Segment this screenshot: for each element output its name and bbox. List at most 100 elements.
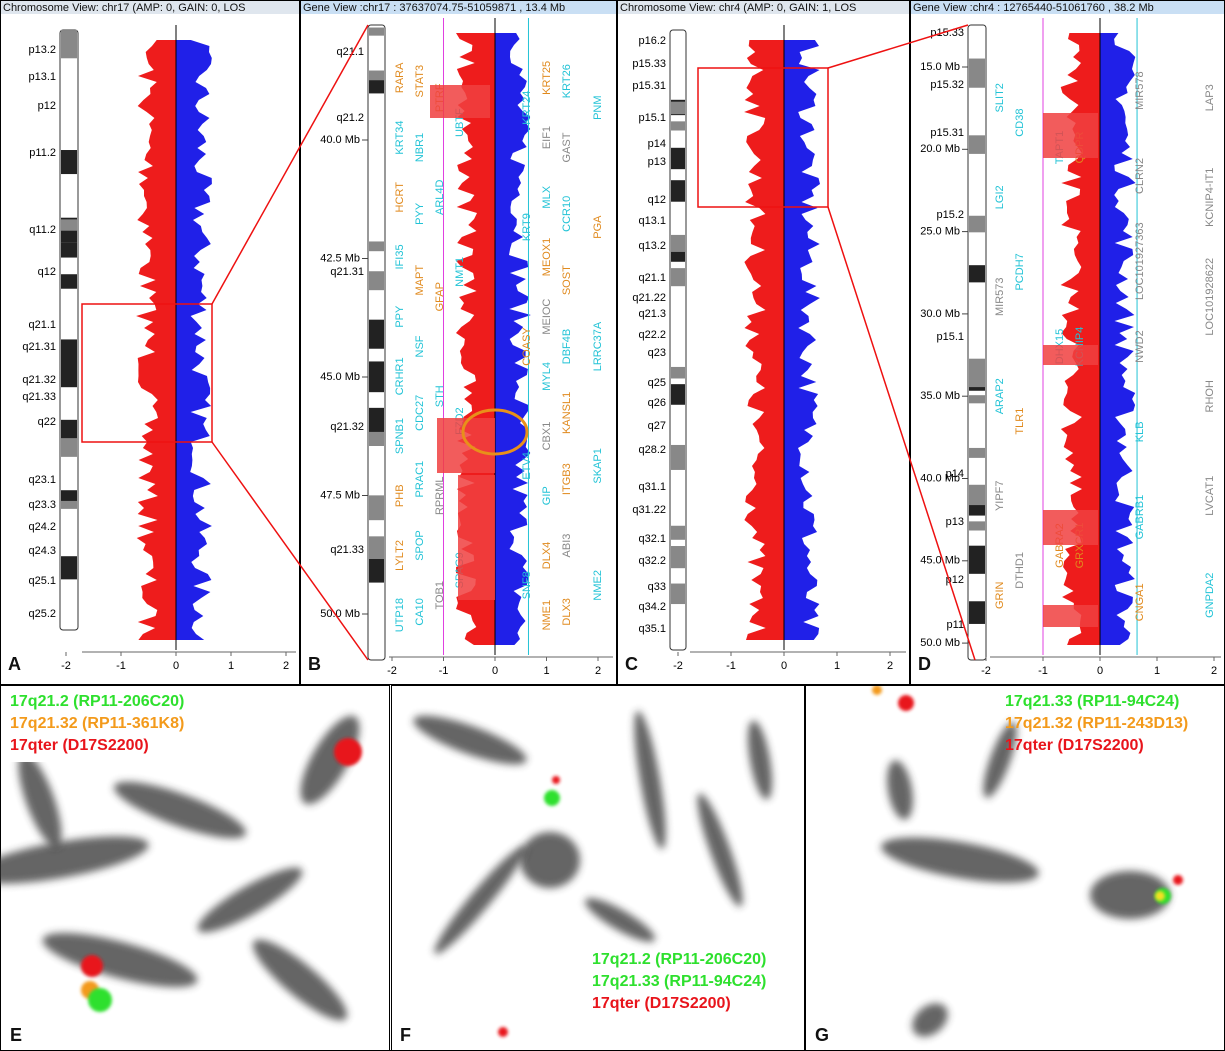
ideogram-band — [61, 274, 77, 289]
ideogram-band — [671, 234, 685, 252]
ideogram-band — [61, 150, 77, 175]
gene-label: LGI2 — [994, 185, 1006, 209]
band-label: q21.31 — [22, 341, 56, 353]
loss-segment — [458, 475, 495, 600]
x-tick-label: 1 — [543, 665, 549, 677]
gene-label: IFI35 — [394, 244, 406, 269]
x-tick-label: -2 — [387, 665, 397, 677]
panel-header — [618, 1, 909, 14]
band-label: q24.3 — [28, 545, 56, 557]
gene-label: EIF1 — [541, 126, 553, 149]
band-label: q13.1 — [638, 215, 666, 227]
gene-label: PHB — [394, 484, 406, 507]
gene-label: SLIT2 — [994, 83, 1006, 112]
ideogram-band — [369, 27, 384, 36]
loss-segment — [1043, 605, 1098, 627]
zoom-box — [697, 67, 829, 208]
gene-label: SOST — [561, 265, 573, 295]
band-label: q21.3 — [638, 308, 666, 320]
gene-label: DBF4B — [561, 329, 573, 364]
ideogram-band — [969, 447, 985, 458]
fish-signal — [334, 738, 362, 766]
panel-header — [911, 1, 1224, 14]
gene-label: LVCAT1 — [1204, 476, 1216, 516]
panel-header-text: Chromosome View: chr4 (AMP: 0, GAIN: 1, … — [620, 2, 856, 14]
x-tick-label: -2 — [981, 665, 991, 677]
fish-image — [872, 686, 1183, 1037]
fish-signal — [544, 790, 560, 806]
ideogram-band — [969, 215, 985, 233]
ideogram-band — [671, 546, 685, 569]
band-label: q12 — [38, 266, 56, 278]
probe-label: 17q21.2 (RP11-206C20) — [592, 951, 766, 968]
fish-signal — [498, 1027, 508, 1037]
ideogram-band — [369, 319, 384, 349]
x-tick-label: 1 — [834, 660, 840, 672]
ideogram-band — [969, 265, 985, 283]
band-label: p15.31 — [632, 80, 666, 92]
gene-label: DLX3 — [561, 598, 573, 626]
x-tick-label: -2 — [673, 660, 683, 672]
gene-label: KRT9 — [521, 213, 533, 241]
x-tick-label: 0 — [492, 665, 498, 677]
x-tick-label: -1 — [726, 660, 736, 672]
band-label: q32.2 — [638, 555, 666, 567]
ideogram-band — [671, 384, 685, 405]
ideogram-band — [369, 495, 384, 521]
band-label: p13.1 — [28, 71, 56, 83]
chromosome — [983, 722, 1017, 798]
band-label: p13.2 — [28, 44, 56, 56]
gene-label: GRIN — [994, 581, 1006, 609]
gene-label: KRT34 — [394, 121, 406, 155]
panel-letter: G — [815, 1025, 829, 1045]
gene-label: DTHD1 — [1014, 552, 1026, 589]
gene-label: CCR10 — [561, 196, 573, 232]
gene-label: LOC101927363 — [1134, 222, 1146, 300]
gene-label: PCDH7 — [1014, 253, 1026, 290]
ideogram-band — [369, 368, 384, 393]
gene-label: MIR578 — [1134, 71, 1146, 110]
chromosome — [697, 793, 743, 907]
chromosome — [881, 837, 1039, 883]
chromosome — [887, 760, 913, 820]
y-tick-label: 40.0 Mb — [320, 134, 360, 146]
chromosome — [42, 932, 198, 988]
band-label: q21.2 — [336, 112, 364, 124]
gene-label: KRT26 — [561, 64, 573, 98]
ideogram-band — [969, 73, 985, 88]
probe-label: 17q21.32 (RP11-361K8) — [10, 715, 184, 732]
ideogram-band — [969, 395, 985, 404]
ideogram-band — [61, 419, 77, 439]
ideogram-band — [369, 80, 384, 94]
gain-signal — [1100, 33, 1136, 645]
probe-label: 17q21.2 (RP11-206C20) — [10, 693, 184, 710]
probe-label: 17q21.32 (RP11-243D13) — [1005, 715, 1188, 732]
gene-label: STH — [434, 385, 446, 407]
loss-signal — [136, 40, 176, 640]
band-label: q21.32 — [330, 421, 364, 433]
gene-label: NME2 — [592, 570, 604, 601]
gene-label: CD38 — [1014, 109, 1026, 137]
gene-label: DLX4 — [541, 542, 553, 570]
gene-label: ABI3 — [561, 534, 573, 558]
chromosome — [520, 832, 580, 888]
band-label: q28.2 — [638, 444, 666, 456]
gene-label: TOB1 — [434, 581, 446, 610]
y-tick-label: 50.0 Mb — [920, 637, 960, 649]
chromosome — [18, 752, 62, 848]
gene-label: GNPDA2 — [1204, 573, 1216, 618]
ideogram-band — [671, 251, 685, 262]
panel-letter: B — [308, 654, 321, 674]
band-label: q11.2 — [29, 224, 56, 236]
ideogram-band — [61, 30, 77, 59]
ideogram-band — [969, 484, 985, 506]
ideogram-band — [969, 601, 985, 624]
band-label: p15.33 — [930, 27, 964, 39]
fish-signal — [1173, 875, 1183, 885]
gene-label: KCNIP4-IT1 — [1204, 168, 1216, 227]
ideogram-band — [671, 444, 685, 470]
gene-label: CA10 — [414, 598, 426, 626]
y-tick-label: 35.0 Mb — [920, 390, 960, 402]
band-label: q32.1 — [638, 533, 666, 545]
band-label: q21.31 — [330, 266, 364, 278]
